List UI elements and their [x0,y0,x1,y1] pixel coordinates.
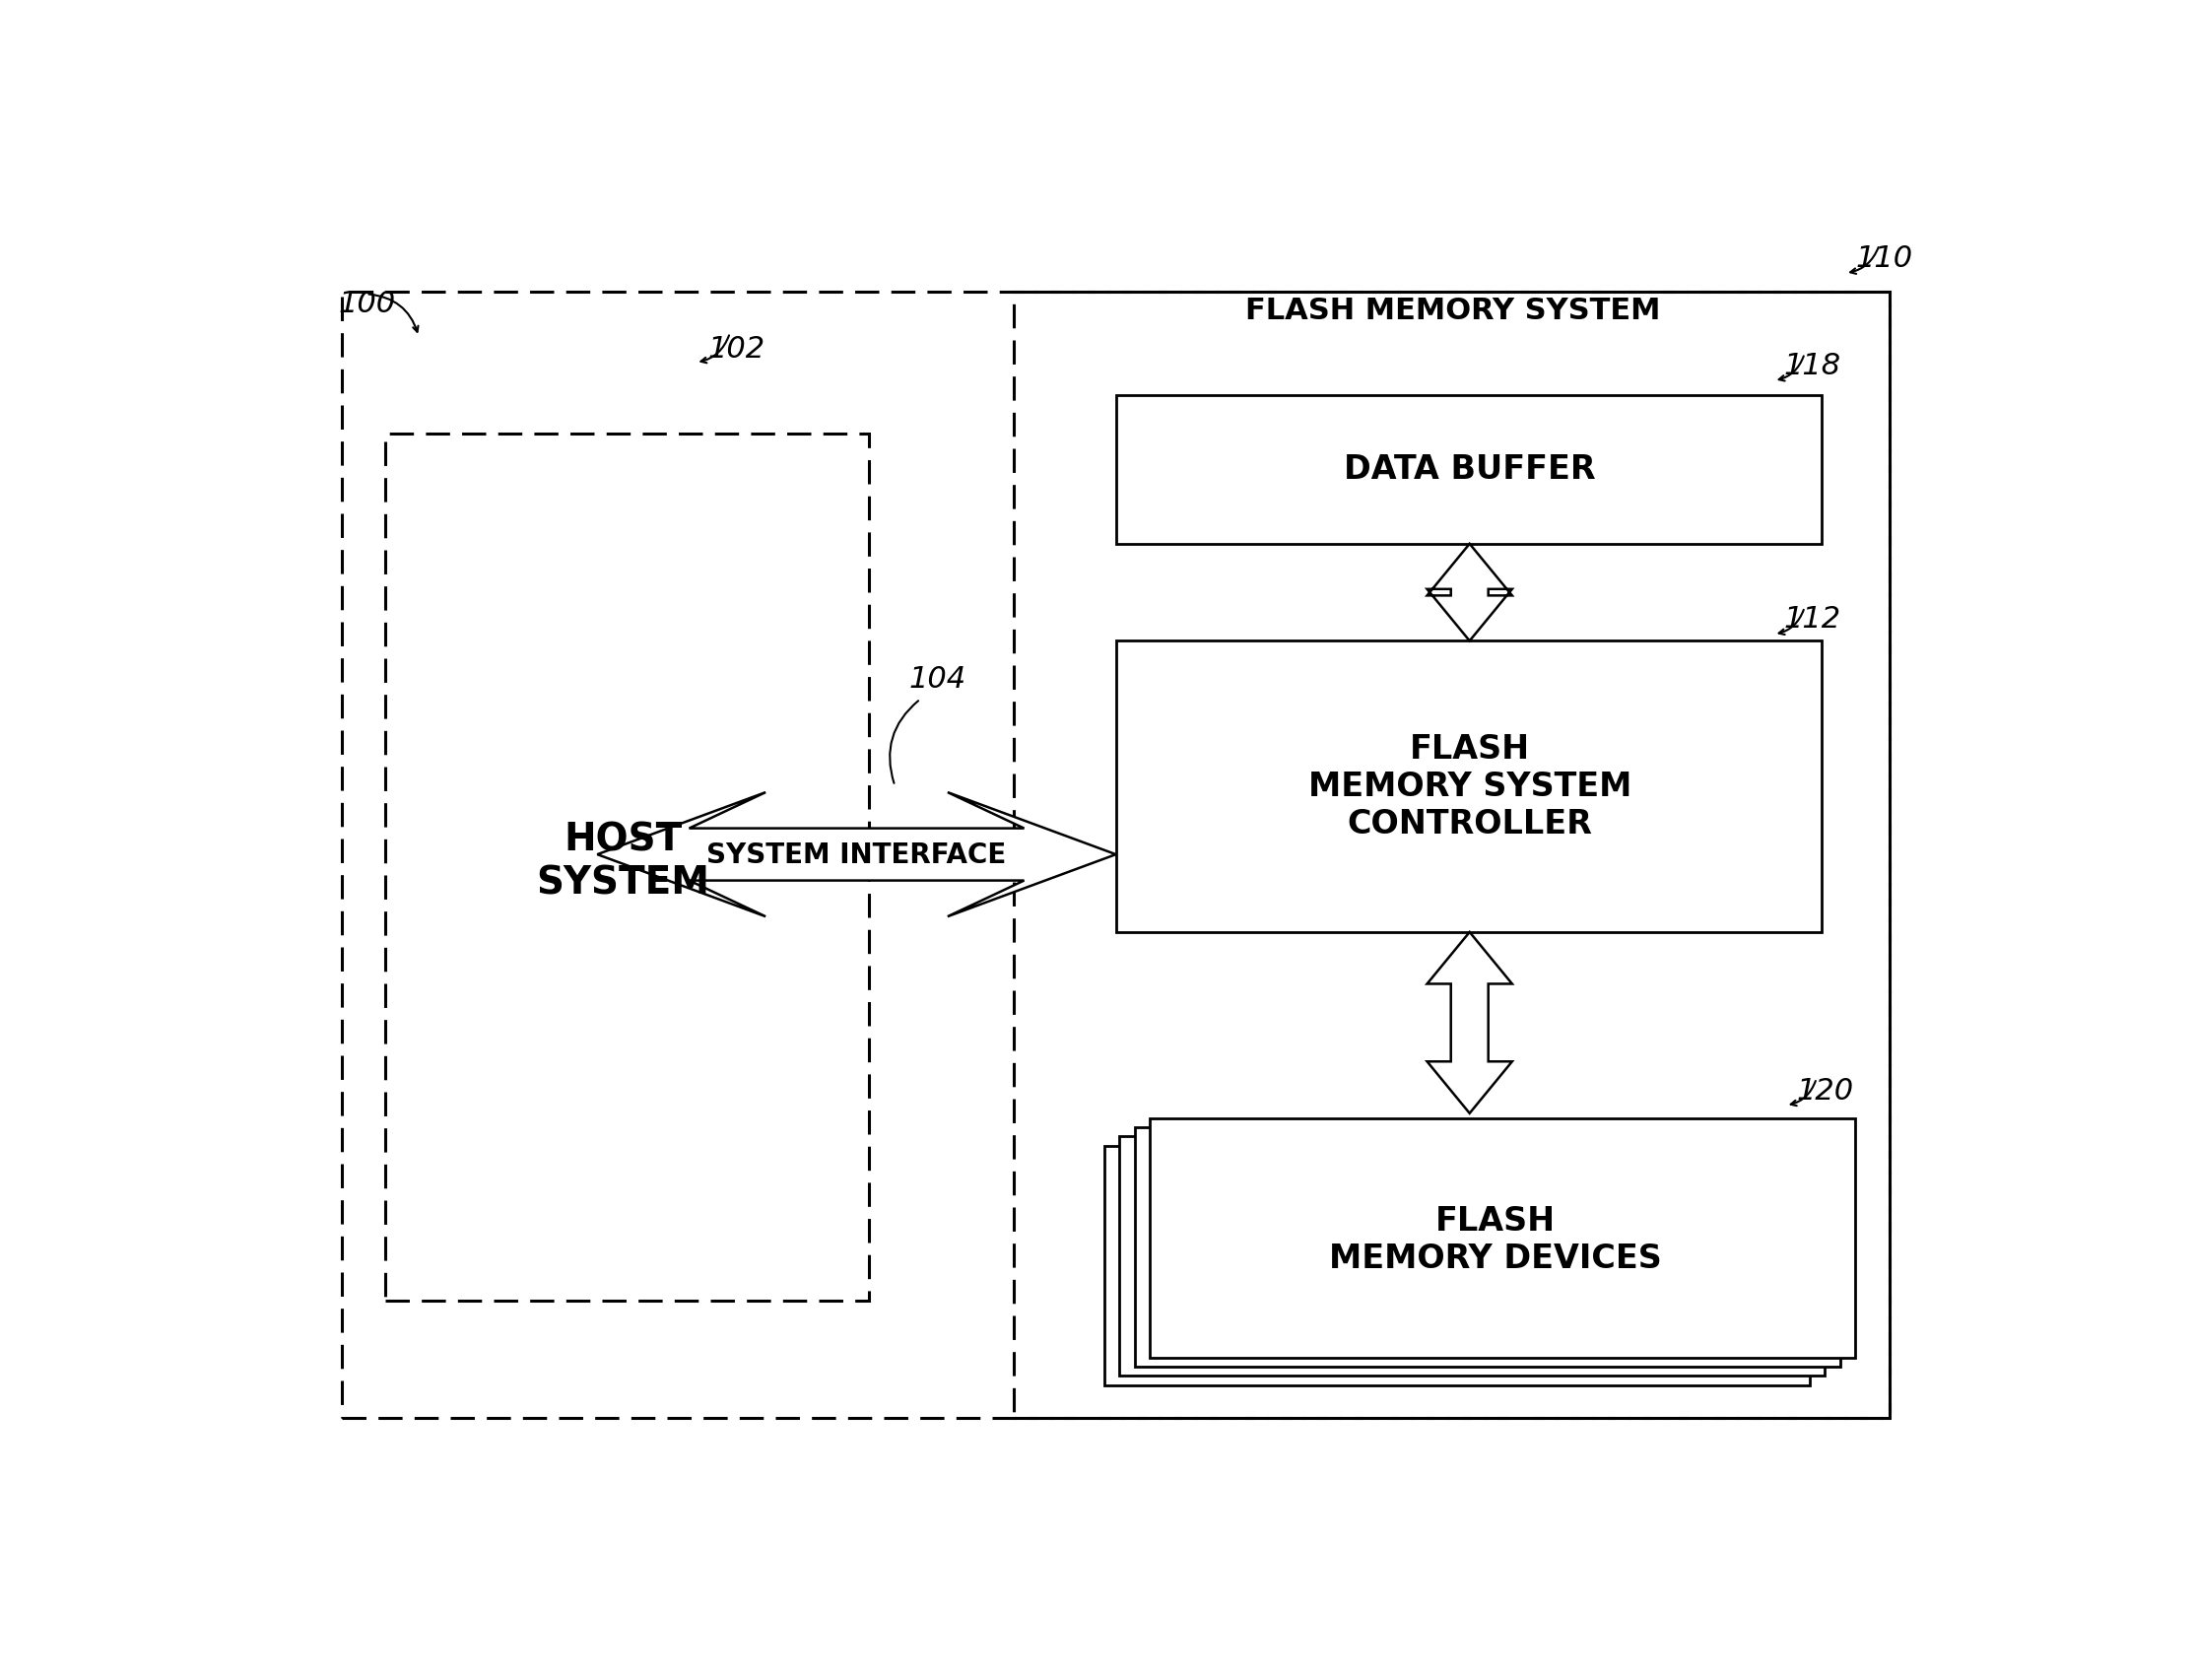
Bar [1134,1127,1841,1368]
Text: HOST
SYSTEM: HOST SYSTEM [535,822,709,902]
Bar [342,292,1889,1418]
Polygon shape [597,793,1117,917]
Polygon shape [1426,932,1512,1114]
Text: 104: 104 [908,665,965,694]
Text: 112: 112 [1784,605,1841,633]
Bar [1104,1146,1810,1386]
Text: 120: 120 [1797,1075,1854,1104]
Text: 110: 110 [1856,244,1913,272]
Polygon shape [1426,544,1512,642]
Text: 102: 102 [709,334,766,363]
Bar [1150,1119,1856,1357]
Text: FLASH
MEMORY SYSTEM
CONTROLLER: FLASH MEMORY SYSTEM CONTROLLER [1308,732,1632,840]
Text: FLASH
MEMORY DEVICES: FLASH MEMORY DEVICES [1330,1205,1661,1273]
Bar [384,435,869,1300]
Text: DATA BUFFER: DATA BUFFER [1343,454,1595,486]
Bar [1117,642,1821,932]
Bar [1014,292,1889,1418]
Bar [1119,1137,1825,1376]
Text: FLASH MEMORY SYSTEM: FLASH MEMORY SYSTEM [1244,296,1661,324]
Text: 100: 100 [338,289,397,318]
Text: SYSTEM INTERFACE: SYSTEM INTERFACE [706,842,1007,869]
Bar [1117,396,1821,544]
Text: 118: 118 [1784,351,1841,380]
